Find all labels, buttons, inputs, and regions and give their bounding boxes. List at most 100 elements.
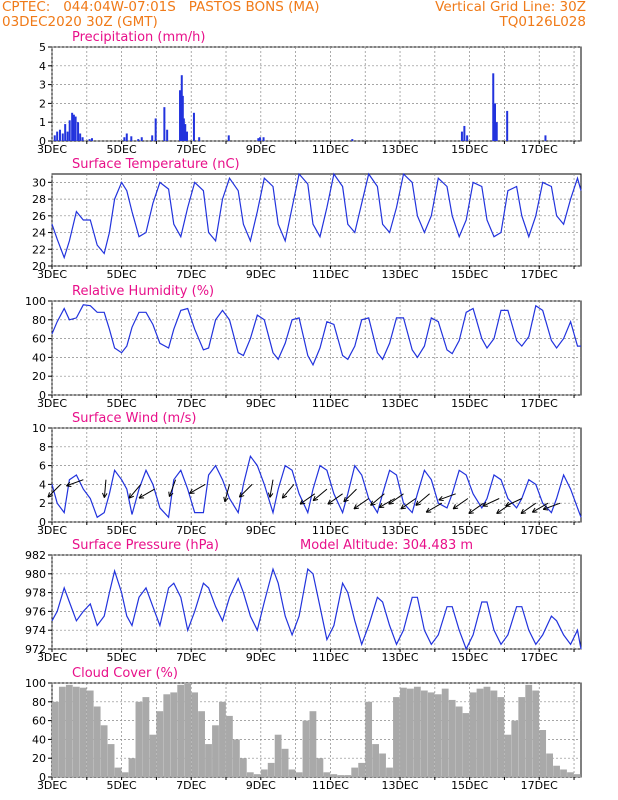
wind-arrow (370, 493, 385, 506)
x-tick-label: 13DEC (381, 143, 418, 156)
bar (406, 688, 414, 777)
x-tick-label: 13DEC (381, 268, 418, 281)
x-tick-label: 13DEC (381, 779, 418, 792)
bar (226, 715, 233, 777)
bar (358, 762, 366, 777)
bar (393, 697, 400, 777)
bar (466, 135, 469, 141)
y-tick-label: 22 (32, 243, 46, 256)
wind-arrow-head (269, 493, 274, 498)
wind-arrow (343, 488, 357, 503)
y-tick-label: 80 (32, 314, 46, 327)
bar (239, 758, 247, 777)
bar (114, 767, 122, 777)
bar (227, 135, 230, 141)
x-tick-label: 9DEC (246, 397, 276, 410)
x-tick-label: 9DEC (246, 524, 276, 537)
y-tick-label: 980 (25, 568, 46, 581)
wind-arrow-head (415, 500, 419, 506)
bar (198, 711, 205, 777)
plot-frame (51, 173, 582, 267)
y-tick-label: 3 (39, 79, 46, 92)
panel-title: Surface Pressure (hPa) (72, 538, 219, 553)
wind-arrow-head (239, 495, 245, 498)
bar (260, 769, 268, 777)
wind-arrow-head (224, 497, 229, 503)
x-tick-label: 13DEC (381, 524, 418, 537)
bar (295, 772, 303, 777)
wind-arrow-head (453, 507, 459, 510)
bar (71, 112, 74, 141)
wind-arrow-head (327, 502, 333, 505)
bar (323, 772, 331, 777)
bar (427, 692, 435, 777)
wind-arrow (425, 502, 443, 513)
bar (434, 694, 442, 777)
wind-arrow-head (103, 493, 108, 498)
y-tick-label: 100 (25, 677, 46, 690)
panel-6: 0 20 40 60 80 100 3DEC 5DEC 7DEC 9DEC 11DEC 13DEC 15… (25, 666, 582, 792)
bar (493, 103, 496, 141)
bar (259, 137, 262, 141)
bar (386, 767, 393, 777)
bar (316, 758, 324, 777)
wind-arrow-head (415, 503, 421, 506)
wind-arrow-head (505, 501, 509, 507)
bar (72, 114, 75, 141)
x-tick-label: 7DEC (176, 268, 206, 281)
bar (149, 734, 157, 777)
wind-arrow-head (47, 495, 53, 498)
wind-arrow-head (400, 507, 406, 510)
x-tick-label: 15DEC (451, 779, 488, 792)
y-tick-label: 4 (39, 60, 46, 73)
bar (413, 686, 421, 777)
wind-arrow (388, 493, 404, 505)
bar (123, 137, 126, 141)
wind-arrow-head (267, 492, 271, 498)
x-tick-label: 5DEC (107, 268, 137, 281)
wind-arrow-head (438, 499, 444, 502)
wind-arrow-head (353, 504, 357, 510)
wind-arrow-head (378, 503, 383, 508)
y-tick-label: 974 (25, 624, 46, 637)
wind-arrow (66, 479, 84, 487)
wind-arrow (452, 498, 469, 510)
bar (64, 124, 67, 141)
wind-arrow (138, 488, 155, 499)
bar (205, 744, 212, 777)
bar (163, 107, 166, 141)
bar (79, 133, 82, 141)
bar (544, 135, 547, 141)
bar (68, 120, 71, 141)
bar (156, 711, 164, 777)
bar (232, 739, 240, 777)
x-tick-label: 17DEC (521, 268, 558, 281)
plot-frame (51, 554, 582, 650)
bar (77, 122, 80, 141)
bar (546, 753, 553, 777)
bar (511, 720, 519, 777)
y-tick-label: 80 (32, 696, 46, 709)
wind-arrow-head (169, 492, 174, 497)
bar (441, 688, 449, 777)
bar (81, 137, 84, 141)
y-tick-label: 40 (32, 351, 46, 364)
bar (262, 137, 265, 141)
y-tick-label: 20 (32, 260, 46, 273)
wind-arrow-head (400, 504, 404, 510)
bar (177, 684, 185, 777)
panel-title: Cloud Cover (%) (72, 666, 178, 681)
bar (337, 775, 345, 777)
wind-arrow-head (425, 507, 430, 513)
wind-arrow (224, 484, 230, 502)
bar (553, 765, 560, 777)
wind-arrow-head (102, 492, 105, 498)
wind-arrow-head (520, 508, 524, 514)
x-tick-label: 15DEC (451, 268, 488, 281)
wind-arrow-head (299, 499, 303, 505)
wind-arrow (103, 479, 107, 498)
x-tick-label: 17DEC (521, 779, 558, 792)
panel-1: 0 1 2 3 4 5 3DEC 5DEC 7DEC 9DEC 11DEC 13DEC 15DEC 17D… (37, 30, 582, 156)
x-tick-label: 15DEC (451, 143, 488, 156)
